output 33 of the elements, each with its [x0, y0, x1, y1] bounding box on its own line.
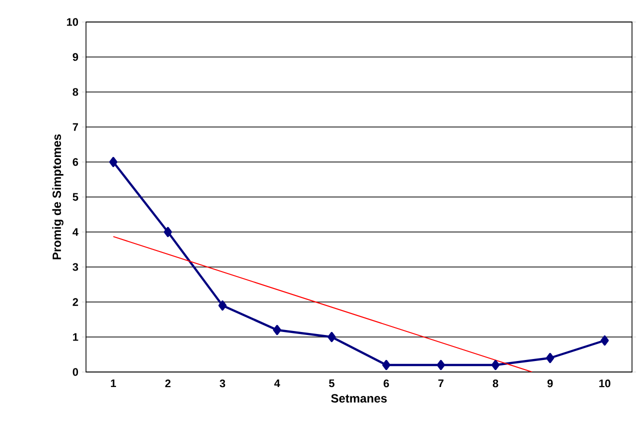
y-tick-label: 8: [72, 88, 78, 96]
point: [600, 335, 609, 346]
point: [218, 300, 227, 311]
x-tick-label: 10: [599, 380, 610, 388]
point: [382, 360, 390, 370]
x-tick-label: 9: [547, 380, 553, 388]
y-tick-label: 5: [72, 193, 78, 201]
point: [328, 332, 336, 342]
x-axis-title: Setmanes: [331, 394, 387, 403]
y-tick-label: 4: [72, 228, 78, 236]
point: [546, 352, 554, 364]
x-tick-label: 1: [110, 380, 116, 388]
x-tick-label: 6: [384, 380, 389, 388]
x-tick-label: 2: [165, 380, 171, 388]
y-tick-label: 6: [72, 158, 78, 166]
y-tick-label: 3: [72, 263, 78, 271]
y-axis-title: Promig de Simptomes: [52, 134, 64, 260]
point: [491, 360, 500, 370]
y-tick-label: 10: [66, 18, 78, 26]
x-tick-label: 3: [220, 380, 226, 388]
y-tick-label: 7: [72, 123, 78, 131]
point: [273, 324, 282, 336]
point: [164, 226, 172, 238]
x-tick-label: 8: [492, 380, 498, 388]
y-tick-label: 9: [72, 53, 78, 61]
y-tick-label: 0: [72, 368, 78, 376]
y-tick-label: 1: [73, 333, 78, 341]
x-tick-label: 5: [329, 380, 334, 388]
x-tick-label: 7: [438, 380, 444, 388]
point: [436, 360, 445, 370]
x-tick-label: 4: [274, 380, 280, 388]
y-tick-label: 2: [72, 298, 78, 306]
point: [109, 156, 118, 168]
